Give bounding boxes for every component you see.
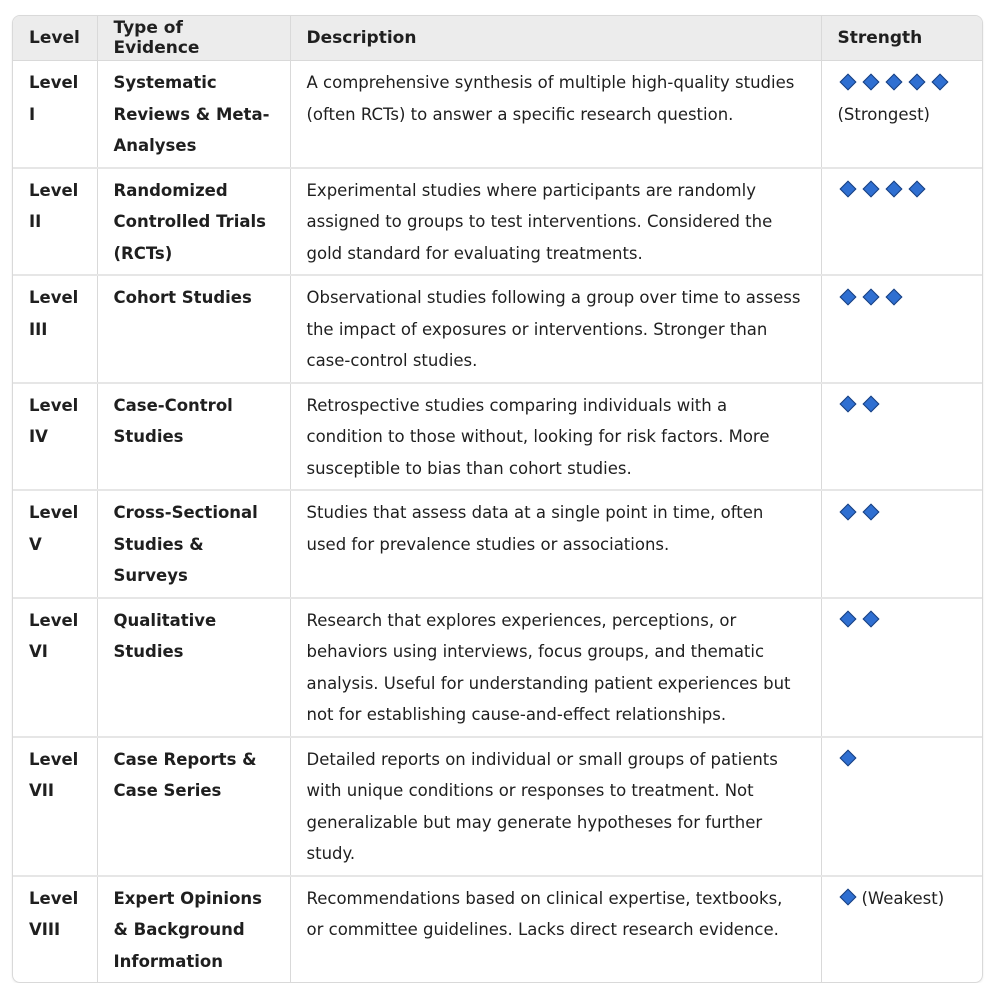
level-cell: Level V [13, 490, 98, 599]
evidence-type-cell: Cross-Sectional Studies & Surveys [97, 490, 291, 599]
diamond-icon [862, 180, 879, 198]
evidence-type-cell: Randomized Controlled Trials (RCTs) [97, 167, 291, 276]
table-row: Level I Systematic Reviews & Meta-Analyse… [13, 60, 982, 169]
diamond-icon [839, 288, 856, 305]
strength-cell [821, 382, 982, 491]
table-body: Level I Systematic Reviews & Meta-Analyse… [13, 60, 982, 983]
table-row: Level II Randomized Controlled Trials (RC… [13, 167, 982, 276]
table-header-row: Level Type of Evidence Description Stren… [13, 16, 982, 61]
evidence-type-cell: Cohort Studies [97, 275, 291, 384]
level-cell: Level VII [13, 736, 98, 877]
evidence-type-cell: Qualitative Studies [97, 597, 291, 738]
description-cell: Research that explores experiences, perc… [290, 597, 822, 738]
evidence-type-cell: Case-Control Studies [97, 382, 291, 491]
diamond-icon [885, 288, 902, 305]
table-row: Level IV Case-Control Studies Retrospectiv… [13, 382, 982, 491]
header-description: Description [290, 16, 822, 61]
table-row: Level V Cross-Sectional Studies & Surveys… [13, 490, 982, 599]
diamond-icon [839, 749, 856, 767]
strength-rating [838, 180, 927, 198]
strength-cell [821, 275, 982, 384]
diamond-icon [839, 503, 856, 520]
diamond-icon [862, 73, 879, 90]
diamond-icon [862, 395, 879, 413]
level-cell: Level I [13, 60, 98, 169]
strength-note: (Weakest) [861, 888, 945, 908]
diamond-icon [908, 180, 925, 198]
diamond-icon [862, 503, 879, 520]
diamond-icon [862, 288, 879, 305]
strength-cell: (Strongest) [821, 60, 982, 169]
description-cell: A comprehensive synthesis of multiple hi… [290, 60, 822, 169]
table-row: Level III Cohort Studies Observational stu… [13, 275, 982, 384]
description-cell: Recommendations based on clinical expert… [290, 875, 822, 982]
strength-rating [838, 73, 950, 91]
diamond-icon [885, 180, 902, 198]
diamond-icon [931, 73, 948, 90]
table-row: Level VI Qualitative Studies Research that… [13, 597, 982, 738]
diamond-icon [839, 180, 856, 198]
strength-cell [821, 490, 982, 599]
strength-rating [838, 749, 858, 767]
strength-cell: (Weakest) [821, 876, 982, 983]
evidence-type-cell: Expert Opinions & Background Information [97, 875, 291, 982]
level-cell: Level III [13, 275, 98, 384]
evidence-table-container: Level Type of Evidence Description Stren… [12, 15, 983, 983]
level-cell: Level VIII [13, 875, 98, 982]
description-cell: Retrospective studies comparing individu… [290, 382, 822, 491]
diamond-icon [885, 73, 902, 90]
strength-cell [821, 167, 982, 276]
diamond-icon [839, 73, 856, 90]
strength-rating [838, 610, 881, 628]
level-cell: Level II [13, 167, 98, 276]
diamond-icon [908, 73, 925, 90]
strength-rating [838, 288, 904, 306]
description-cell: Observational studies following a group … [290, 275, 822, 384]
table-row: Level VIII Expert Opinions & Background I… [13, 875, 982, 983]
strength-rating [838, 395, 881, 413]
description-cell: Detailed reports on individual or small … [290, 736, 822, 877]
table-row: Level VII Case Reports & Case Series Detai… [13, 736, 982, 877]
level-cell: Level IV [13, 382, 98, 491]
evidence-type-cell: Case Reports & Case Series [97, 736, 291, 877]
diamond-icon [839, 395, 856, 413]
level-cell: Level VI [13, 597, 98, 738]
header-strength: Strength [821, 16, 982, 61]
strength-rating [838, 503, 881, 521]
diamond-icon [839, 610, 856, 628]
evidence-hierarchy-table: Level Type of Evidence Description Stren… [13, 16, 982, 982]
evidence-type-cell: Systematic Reviews & Meta-Analyses [97, 60, 291, 169]
diamond-icon [862, 610, 879, 628]
description-cell: Experimental studies where participants … [290, 167, 822, 276]
strength-cell [821, 736, 982, 877]
description-cell: Studies that assess data at a single poi… [290, 490, 822, 599]
diamond-icon [839, 888, 856, 906]
strength-note: (Strongest) [837, 104, 930, 124]
strength-rating [838, 888, 858, 906]
header-type-of-evidence: Type of Evidence [97, 16, 291, 61]
header-level: Level [13, 16, 98, 61]
strength-cell [821, 597, 982, 738]
